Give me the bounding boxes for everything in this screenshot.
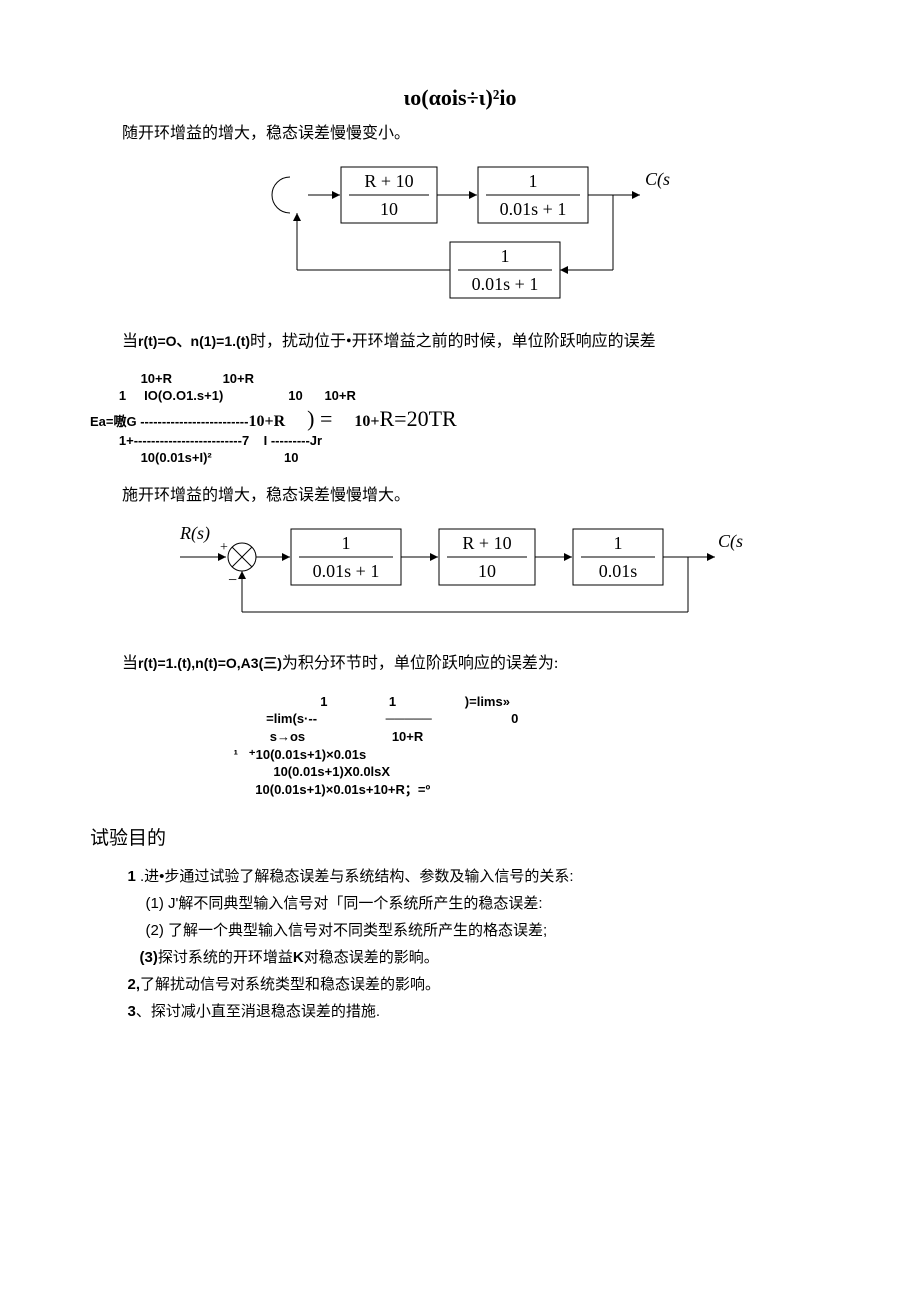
f2-r2: =lim(s·-- ───── 0 <box>230 710 830 728</box>
list-item-3: 3、探讨减小直至消退稳态误差的措施. <box>128 1000 831 1024</box>
list-item-2: 2,了解扰动信号对系统类型和稳态误差的影响。 <box>128 973 831 997</box>
list-item-1: 1 .进•步通过试验了解稳态误差与系统结构、参数及输入信号的关系: <box>128 865 831 889</box>
para4-prefix: 当 <box>122 655 138 672</box>
f2-r4: ¹ ⁺10(0.01s+1)×0.01s <box>230 746 830 764</box>
para2-suffix: 时，扰动位于•开环增益之前的时候，单位阶跃响应的误差 <box>250 333 656 350</box>
d2-b2-den: 10 <box>478 561 496 581</box>
d1-b1-num: R + 10 <box>364 171 413 191</box>
li3-text: 、探讨减小直至消退稳态误差的措施. <box>136 1003 380 1020</box>
f1-l4: 1+-------------------------7 I ---------… <box>90 433 830 450</box>
s3-text: 探讨系统的开环增益 <box>158 949 293 966</box>
f1-l1: 10+R 10+R <box>90 371 830 388</box>
f1-l3-mid2: ) = <box>285 406 354 431</box>
f1-l3: Ea=嗷G -------------------------10+R ) = … <box>90 405 830 434</box>
d1-b3-num: 1 <box>501 246 510 266</box>
s3-bold: K <box>293 949 304 966</box>
d1-b2-den: 0.01s + 1 <box>500 199 567 219</box>
para-4: 当r(t)=1.(t),n(t)=O,A3(三)为积分环节时，单位阶跃响应的误差… <box>90 651 830 677</box>
para2-bold: r(t)=O、n(1)=1.(t) <box>138 333 250 349</box>
f1-l3-big: R=20TR <box>379 406 456 431</box>
section-heading: 试验目的 <box>90 824 830 854</box>
f2-r1: 1 1 )=lims» <box>230 693 830 711</box>
li1-text: .进•步通过试验了解稳态误差与系统结构、参数及输入信号的关系: <box>136 868 574 885</box>
f2-r6: 10(0.01s+1)×0.01s+10+R；=º <box>230 781 830 799</box>
d2-b1-num: 1 <box>342 533 351 553</box>
d1-b2-num: 1 <box>529 171 538 191</box>
svg-text:+: + <box>220 540 228 555</box>
para-1: 随开环增益的增大，稳态误差慢慢变小。 <box>90 121 830 147</box>
d2-b3-num: 1 <box>614 533 623 553</box>
d1-b1-den: 10 <box>380 199 398 219</box>
d2-b2-num: R + 10 <box>462 533 511 553</box>
d1-out-label: C(s <box>645 169 670 190</box>
f1-l3-mid1: 10+R <box>248 413 285 430</box>
s1-text: J'解不同典型输入信号对「同一个系统所产生的稳态误差: <box>164 895 543 912</box>
s2-text: 了解一个典型输入信号对不同类型系统所产生的格态误差; <box>164 922 547 939</box>
para-3: 施开环增益的增大，稳态误差慢慢增大。 <box>90 483 830 509</box>
f1-l5: 10(0.01s+I)² 10 <box>90 450 830 467</box>
para2-prefix: 当 <box>122 333 138 350</box>
title-formula: ιο(αοis÷ι)²io <box>90 80 830 115</box>
li1-num: 1 <box>128 868 136 885</box>
s2-num: (2) <box>146 922 164 939</box>
li3-num: 3 <box>128 1003 136 1020</box>
f1-l3-left: Ea=嗷G ------------------------- <box>90 414 248 429</box>
para4-bold: r(t)=1.(t),n(t)=O,A3(三) <box>138 655 282 671</box>
para4-suffix: 为积分环节时，单位阶跃响应的误差为: <box>282 655 558 672</box>
f2-r5: 10(0.01s+1)X0.0lsX <box>230 763 830 781</box>
diagram-1: R + 10 10 1 0.01s + 1 C(s 1 0.01s + 1 <box>90 155 830 314</box>
d2-out-label: C(s <box>718 531 743 552</box>
f2-r3: s→os 10+R <box>230 728 830 746</box>
s3-tail: 对稳态误差的影晌。 <box>304 949 439 966</box>
diagram-2: R(s) + − 1 0.01s + 1 R + 10 10 <box>90 517 830 636</box>
d1-b3-den: 0.01s + 1 <box>472 274 539 294</box>
formula-block-1: 10+R 10+R 1 IO(O.O1.s+1) 10 10+R Ea=嗷G -… <box>90 371 830 467</box>
sub-item-1: (1) J'解不同典型输入信号对「同一个系统所产生的稳态误差: <box>128 892 831 916</box>
para-2: 当r(t)=O、n(1)=1.(t)时，扰动位于•开环增益之前的时候，单位阶跃响… <box>90 329 830 355</box>
li2-num: 2, <box>128 976 141 993</box>
d2-b3-den: 0.01s <box>599 561 638 581</box>
svg-text:−: − <box>228 572 237 589</box>
formula-block-2: 1 1 )=lims» =lim(s·-- ───── 0 s→os 10+R … <box>90 693 830 798</box>
sub-item-2: (2) 了解一个典型输入信号对不同类型系统所产生的格态误差; <box>128 919 831 943</box>
d2-b1-den: 0.01s + 1 <box>313 561 380 581</box>
li2-text: 了解扰动信号对系统类型和稳态误差的影响。 <box>140 976 440 993</box>
sub-item-3: (3)探讨系统的开环增益K对稳态误差的影晌。 <box>128 946 831 970</box>
s3-num: (3) <box>140 949 158 966</box>
f1-l2: 1 IO(O.O1.s+1) 10 10+R <box>90 388 830 405</box>
s1-num: (1) <box>146 895 164 912</box>
d2-in-label: R(s) <box>179 523 210 544</box>
f1-l3-mid3: 10+ <box>354 413 379 430</box>
list-block: 1 .进•步通过试验了解稳态误差与系统结构、参数及输入信号的关系: (1) J'… <box>90 865 830 1024</box>
